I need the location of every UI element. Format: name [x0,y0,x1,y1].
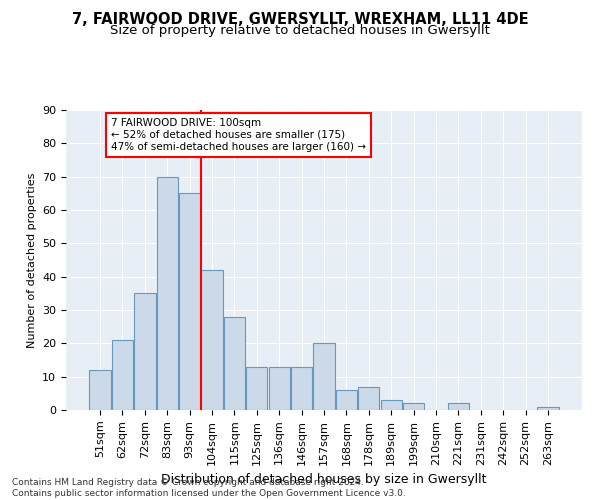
Bar [358,386,379,410]
Bar [291,366,312,410]
Bar [179,194,200,410]
Bar [313,344,335,410]
Bar [269,366,290,410]
Text: Contains HM Land Registry data © Crown copyright and database right 2024.
Contai: Contains HM Land Registry data © Crown c… [12,478,406,498]
Bar [112,340,133,410]
Bar [134,294,155,410]
Bar [380,400,402,410]
Bar [89,370,111,410]
Bar [336,390,357,410]
Bar [157,176,178,410]
Bar [224,316,245,410]
Bar [537,406,559,410]
Bar [448,404,469,410]
Y-axis label: Number of detached properties: Number of detached properties [26,172,37,348]
Text: 7 FAIRWOOD DRIVE: 100sqm
← 52% of detached houses are smaller (175)
47% of semi-: 7 FAIRWOOD DRIVE: 100sqm ← 52% of detach… [111,118,366,152]
Text: 7, FAIRWOOD DRIVE, GWERSYLLT, WREXHAM, LL11 4DE: 7, FAIRWOOD DRIVE, GWERSYLLT, WREXHAM, L… [71,12,529,28]
Bar [403,404,424,410]
X-axis label: Distribution of detached houses by size in Gwersyllt: Distribution of detached houses by size … [161,473,487,486]
Bar [202,270,223,410]
Bar [246,366,268,410]
Text: Size of property relative to detached houses in Gwersyllt: Size of property relative to detached ho… [110,24,490,37]
